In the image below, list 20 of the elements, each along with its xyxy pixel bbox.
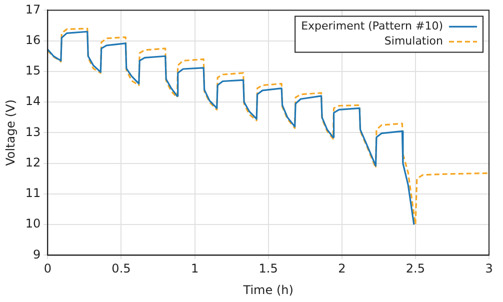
- x-tick-label: 1: [190, 262, 199, 276]
- y-tick-label: 17: [25, 2, 41, 16]
- y-axis-title: Voltage (V): [3, 99, 18, 166]
- y-tick-label: 12: [25, 155, 41, 170]
- y-tick-label: 10: [25, 216, 41, 231]
- x-tick-label: 2.5: [406, 262, 425, 276]
- y-tick-label: 9: [33, 247, 41, 262]
- y-tick-label: 16: [25, 32, 41, 47]
- x-tick-label: 0.5: [112, 262, 131, 276]
- x-axis-title: Time (h): [242, 282, 294, 297]
- y-tick-label: 14: [25, 94, 41, 108]
- x-tick-label: 2: [338, 262, 346, 276]
- y-tick-label: 15: [25, 64, 41, 78]
- x-tick-label: 3: [485, 262, 493, 276]
- legend-label: Simulation: [384, 34, 444, 48]
- y-tick-label: 11: [25, 186, 41, 200]
- legend-label: Experiment (Pattern #10): [301, 20, 443, 33]
- x-tick-label: 0: [44, 262, 52, 276]
- y-tick-label: 13: [25, 124, 41, 139]
- x-tick-label: 1.5: [258, 262, 278, 276]
